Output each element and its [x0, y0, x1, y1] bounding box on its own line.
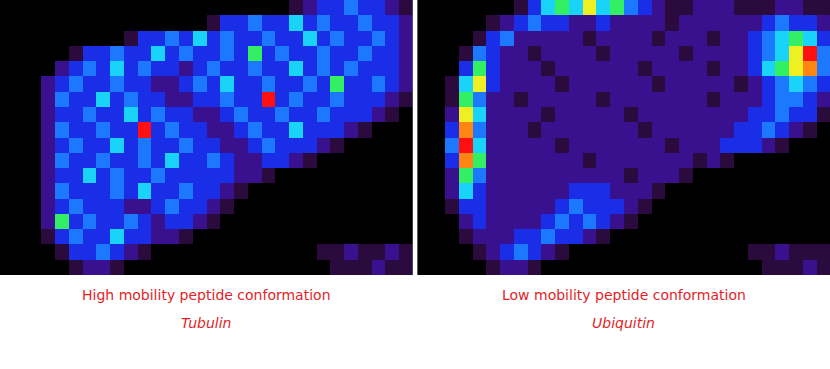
svg-text:Tubulin: Tubulin [181, 315, 231, 331]
svg-text:Ubiquitin: Ubiquitin [592, 315, 655, 331]
svg-text:Low mobility peptide conformat: Low mobility peptide conformation [502, 287, 746, 303]
svg-text:High mobility peptide conforma: High mobility peptide conformation [82, 287, 331, 303]
